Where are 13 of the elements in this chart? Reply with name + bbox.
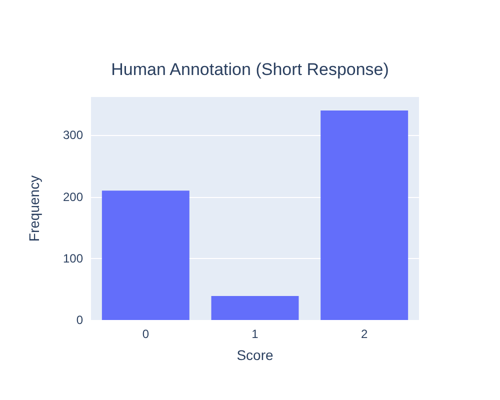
bar bbox=[211, 296, 299, 320]
y-tick-label: 0 bbox=[76, 313, 84, 327]
y-tick-label: 200 bbox=[62, 190, 84, 204]
x-tick-label: 2 bbox=[360, 327, 368, 341]
y-tick-label: 100 bbox=[62, 251, 84, 266]
x-axis-title: Score bbox=[236, 347, 274, 363]
bar bbox=[320, 110, 408, 320]
bar bbox=[102, 190, 190, 320]
y-axis-title: Frequency bbox=[26, 175, 42, 242]
x-tick-label: 0 bbox=[142, 327, 150, 341]
chart-title: Human Annotation (Short Response) bbox=[111, 60, 389, 79]
x-tick-label: 1 bbox=[252, 327, 259, 341]
y-tick-label: 300 bbox=[62, 128, 84, 142]
